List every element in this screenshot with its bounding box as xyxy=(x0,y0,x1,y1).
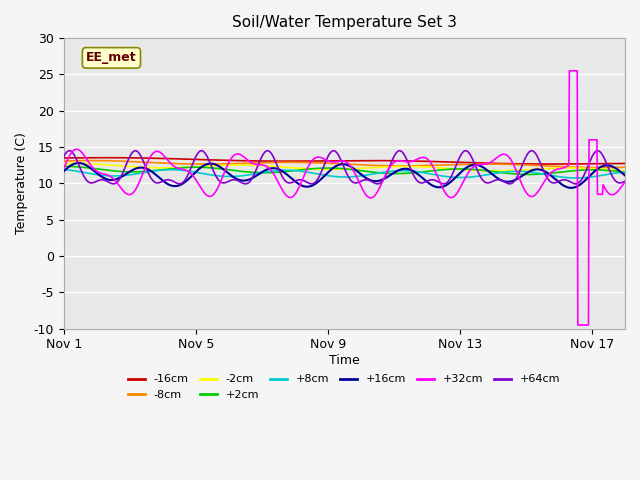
X-axis label: Time: Time xyxy=(329,354,360,367)
Legend: -16cm, -8cm, -2cm, +2cm, +8cm, +16cm, +32cm, +64cm: -16cm, -8cm, -2cm, +2cm, +8cm, +16cm, +3… xyxy=(124,370,565,405)
Title: Soil/Water Temperature Set 3: Soil/Water Temperature Set 3 xyxy=(232,15,457,30)
Text: EE_met: EE_met xyxy=(86,51,137,64)
Y-axis label: Temperature (C): Temperature (C) xyxy=(15,132,28,234)
